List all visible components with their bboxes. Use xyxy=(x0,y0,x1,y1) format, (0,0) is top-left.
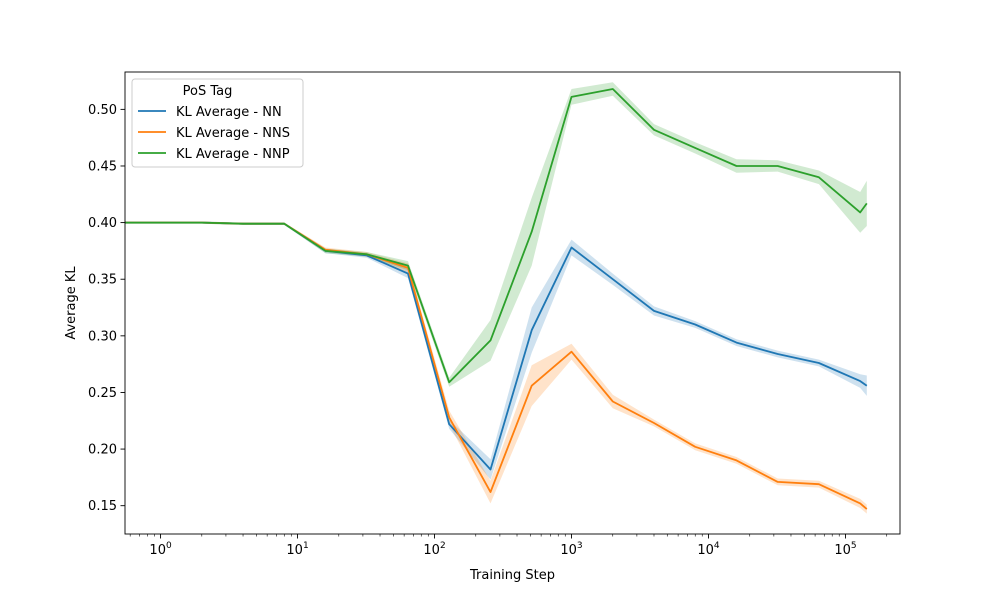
y-tick-label: 0.20 xyxy=(88,443,117,458)
x-tick-label: 105 xyxy=(834,541,856,558)
legend-label: KL Average - NN xyxy=(176,105,282,120)
y-tick-label: 0.45 xyxy=(88,159,117,174)
y-tick-label: 0.30 xyxy=(88,329,117,344)
x-tick-label: 100 xyxy=(149,541,172,558)
legend-box xyxy=(131,78,304,168)
x-axis: 100 101 102 103 104 105 xyxy=(129,534,888,558)
legend-label: KL Average - NNS xyxy=(176,126,290,141)
legend-items: KL Average - NN KL Average - NNS KL Averag… xyxy=(138,105,290,162)
plot-area-frame xyxy=(124,71,901,535)
series-lines xyxy=(125,88,868,510)
x-tick-label: 103 xyxy=(560,541,582,558)
legend-title: PoS Tag xyxy=(183,84,233,99)
confidence-band-nns xyxy=(125,221,867,514)
y-axis-label: Average KL xyxy=(64,266,79,340)
y-tick-label: 0.25 xyxy=(88,386,117,401)
x-tick-label: 101 xyxy=(286,541,308,558)
y-tick-label: 0.40 xyxy=(88,216,117,231)
y-tick-label: 0.50 xyxy=(88,103,117,118)
y-tick-label: 0.15 xyxy=(88,499,117,514)
y-axis: 0.15 0.20 0.25 0.30 0.35 0.40 0.45 0.50 xyxy=(88,103,125,514)
y-tick-label: 0.35 xyxy=(88,273,117,288)
x-axis-label: Training Step xyxy=(469,568,555,583)
x-tick-label: 104 xyxy=(697,541,720,558)
x-tick-label: 102 xyxy=(423,541,445,558)
series-line-nnp xyxy=(125,88,868,384)
legend-label: KL Average - NNP xyxy=(176,147,290,162)
